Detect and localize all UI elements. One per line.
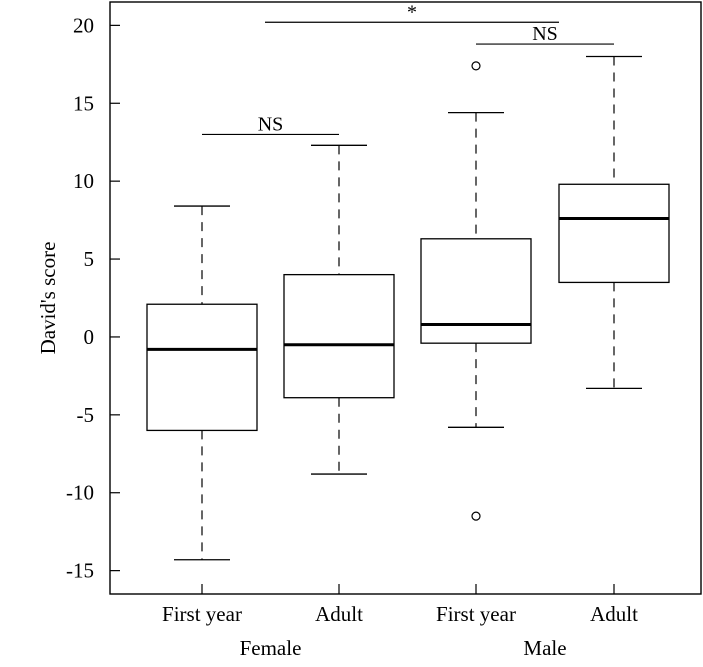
plot-frame	[109, 1, 702, 595]
iqr-box	[558, 183, 670, 284]
group-label: Male	[523, 636, 566, 660]
x-tick-label: First year	[162, 602, 242, 626]
significance-label: NS	[532, 23, 558, 45]
y-tick-label: 15	[73, 91, 94, 115]
outlier-point	[471, 511, 481, 521]
y-tick-label: 20	[73, 13, 94, 37]
x-tick-label: Adult	[590, 602, 638, 626]
y-axis-label: David's score	[36, 242, 60, 355]
significance-label: *	[407, 1, 417, 23]
y-tick-label: -10	[66, 481, 94, 505]
y-tick-label: 5	[84, 247, 95, 271]
iqr-box	[420, 238, 532, 344]
y-tick-label: 10	[73, 169, 94, 193]
outlier-point	[471, 61, 481, 71]
x-tick-label: Adult	[315, 602, 363, 626]
significance-label: NS	[258, 113, 284, 135]
y-tick-label: 0	[84, 325, 95, 349]
iqr-box	[146, 303, 258, 432]
y-tick-label: -15	[66, 559, 94, 583]
y-tick-label: -5	[77, 403, 95, 427]
x-tick-label: First year	[436, 602, 516, 626]
group-label: Female	[240, 636, 302, 660]
iqr-box	[283, 273, 395, 399]
